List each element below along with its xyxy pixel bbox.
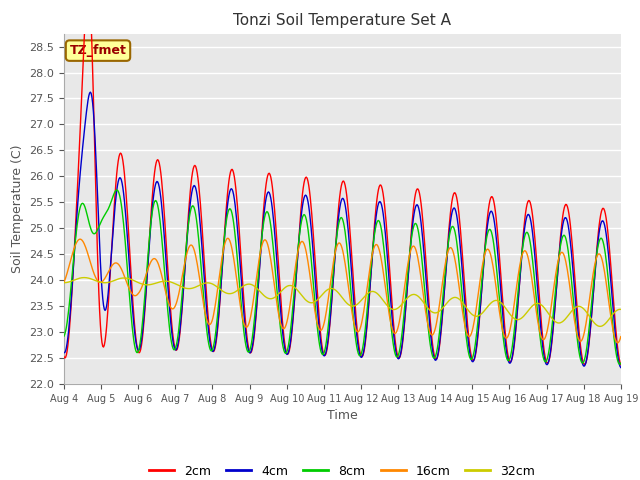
- Text: TZ_fmet: TZ_fmet: [70, 44, 127, 57]
- Legend: 2cm, 4cm, 8cm, 16cm, 32cm: 2cm, 4cm, 8cm, 16cm, 32cm: [145, 460, 540, 480]
- Y-axis label: Soil Temperature (C): Soil Temperature (C): [11, 144, 24, 273]
- X-axis label: Time: Time: [327, 409, 358, 422]
- Title: Tonzi Soil Temperature Set A: Tonzi Soil Temperature Set A: [234, 13, 451, 28]
